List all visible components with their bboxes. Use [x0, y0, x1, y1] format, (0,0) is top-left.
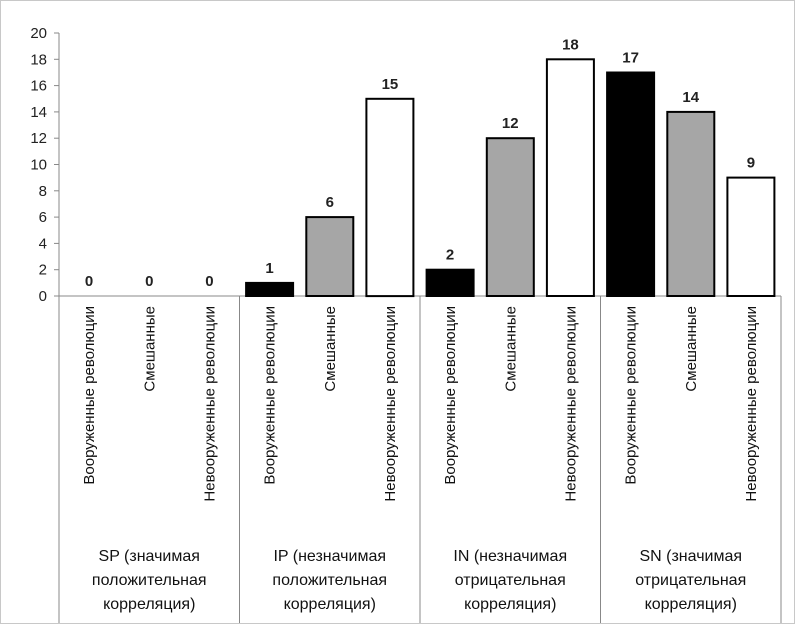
- category-label: Невооруженные революции: [201, 306, 218, 502]
- bar: [485, 137, 535, 297]
- y-tick-label: 4: [39, 235, 47, 252]
- data-label: 0: [145, 273, 153, 290]
- group-label: корреляция): [284, 596, 376, 613]
- bar: [305, 216, 355, 298]
- bar: [726, 176, 776, 298]
- group-label: корреляция): [464, 596, 556, 613]
- group-label: корреляция): [103, 596, 195, 613]
- category-label: Невооруженные революции: [382, 306, 399, 502]
- category-label: Невооруженные революции: [562, 306, 579, 502]
- bar: [606, 71, 656, 297]
- group-label: отрицательная: [635, 572, 746, 589]
- category-label: Вооруженные революции: [623, 306, 640, 485]
- data-label: 15: [382, 76, 399, 93]
- bar: [425, 268, 475, 298]
- data-label: 17: [622, 50, 639, 67]
- y-tick-label: 0: [39, 288, 47, 305]
- category-label: Вооруженные революции: [262, 306, 279, 485]
- group-label: SP (значимая: [99, 548, 200, 565]
- y-tick-label: 18: [30, 51, 47, 68]
- y-tick-label: 20: [30, 25, 47, 42]
- data-label: 6: [326, 194, 334, 211]
- category-label: Вооруженные революции: [81, 306, 98, 485]
- y-tick-label: 10: [30, 157, 47, 174]
- bar: [545, 58, 595, 297]
- data-label: 9: [747, 155, 755, 172]
- bar: [365, 97, 415, 298]
- y-tick-label: 16: [30, 78, 47, 95]
- data-label: 18: [562, 36, 579, 53]
- category-label: Вооруженные революции: [442, 306, 459, 485]
- data-label: 1: [265, 260, 273, 277]
- y-tick-label: 14: [30, 104, 47, 121]
- data-label: 12: [502, 115, 519, 132]
- group-label: положительная: [272, 572, 387, 589]
- data-label: 0: [205, 273, 213, 290]
- group-label: отрицательная: [455, 572, 566, 589]
- data-label: 0: [85, 273, 93, 290]
- y-tick-label: 6: [39, 209, 47, 226]
- bar: [245, 281, 295, 297]
- group-label: корреляция): [645, 596, 737, 613]
- category-label: Смешанные: [683, 306, 700, 392]
- group-label: SN (значимая: [639, 548, 742, 565]
- category-label: Смешанные: [502, 306, 519, 392]
- category-label: Смешанные: [322, 306, 339, 392]
- category-label: Невооруженные революции: [743, 306, 760, 502]
- category-label: Смешанные: [141, 306, 158, 392]
- data-label: 2: [446, 247, 454, 264]
- group-label: IN (незначимая: [453, 548, 567, 565]
- group-label: IP (незначимая: [273, 548, 386, 565]
- data-label: 14: [682, 89, 699, 106]
- y-tick-label: 8: [39, 183, 47, 200]
- group-label: положительная: [92, 572, 207, 589]
- y-tick-label: 2: [39, 262, 47, 279]
- bar: [666, 110, 716, 298]
- y-tick-label: 12: [30, 130, 47, 147]
